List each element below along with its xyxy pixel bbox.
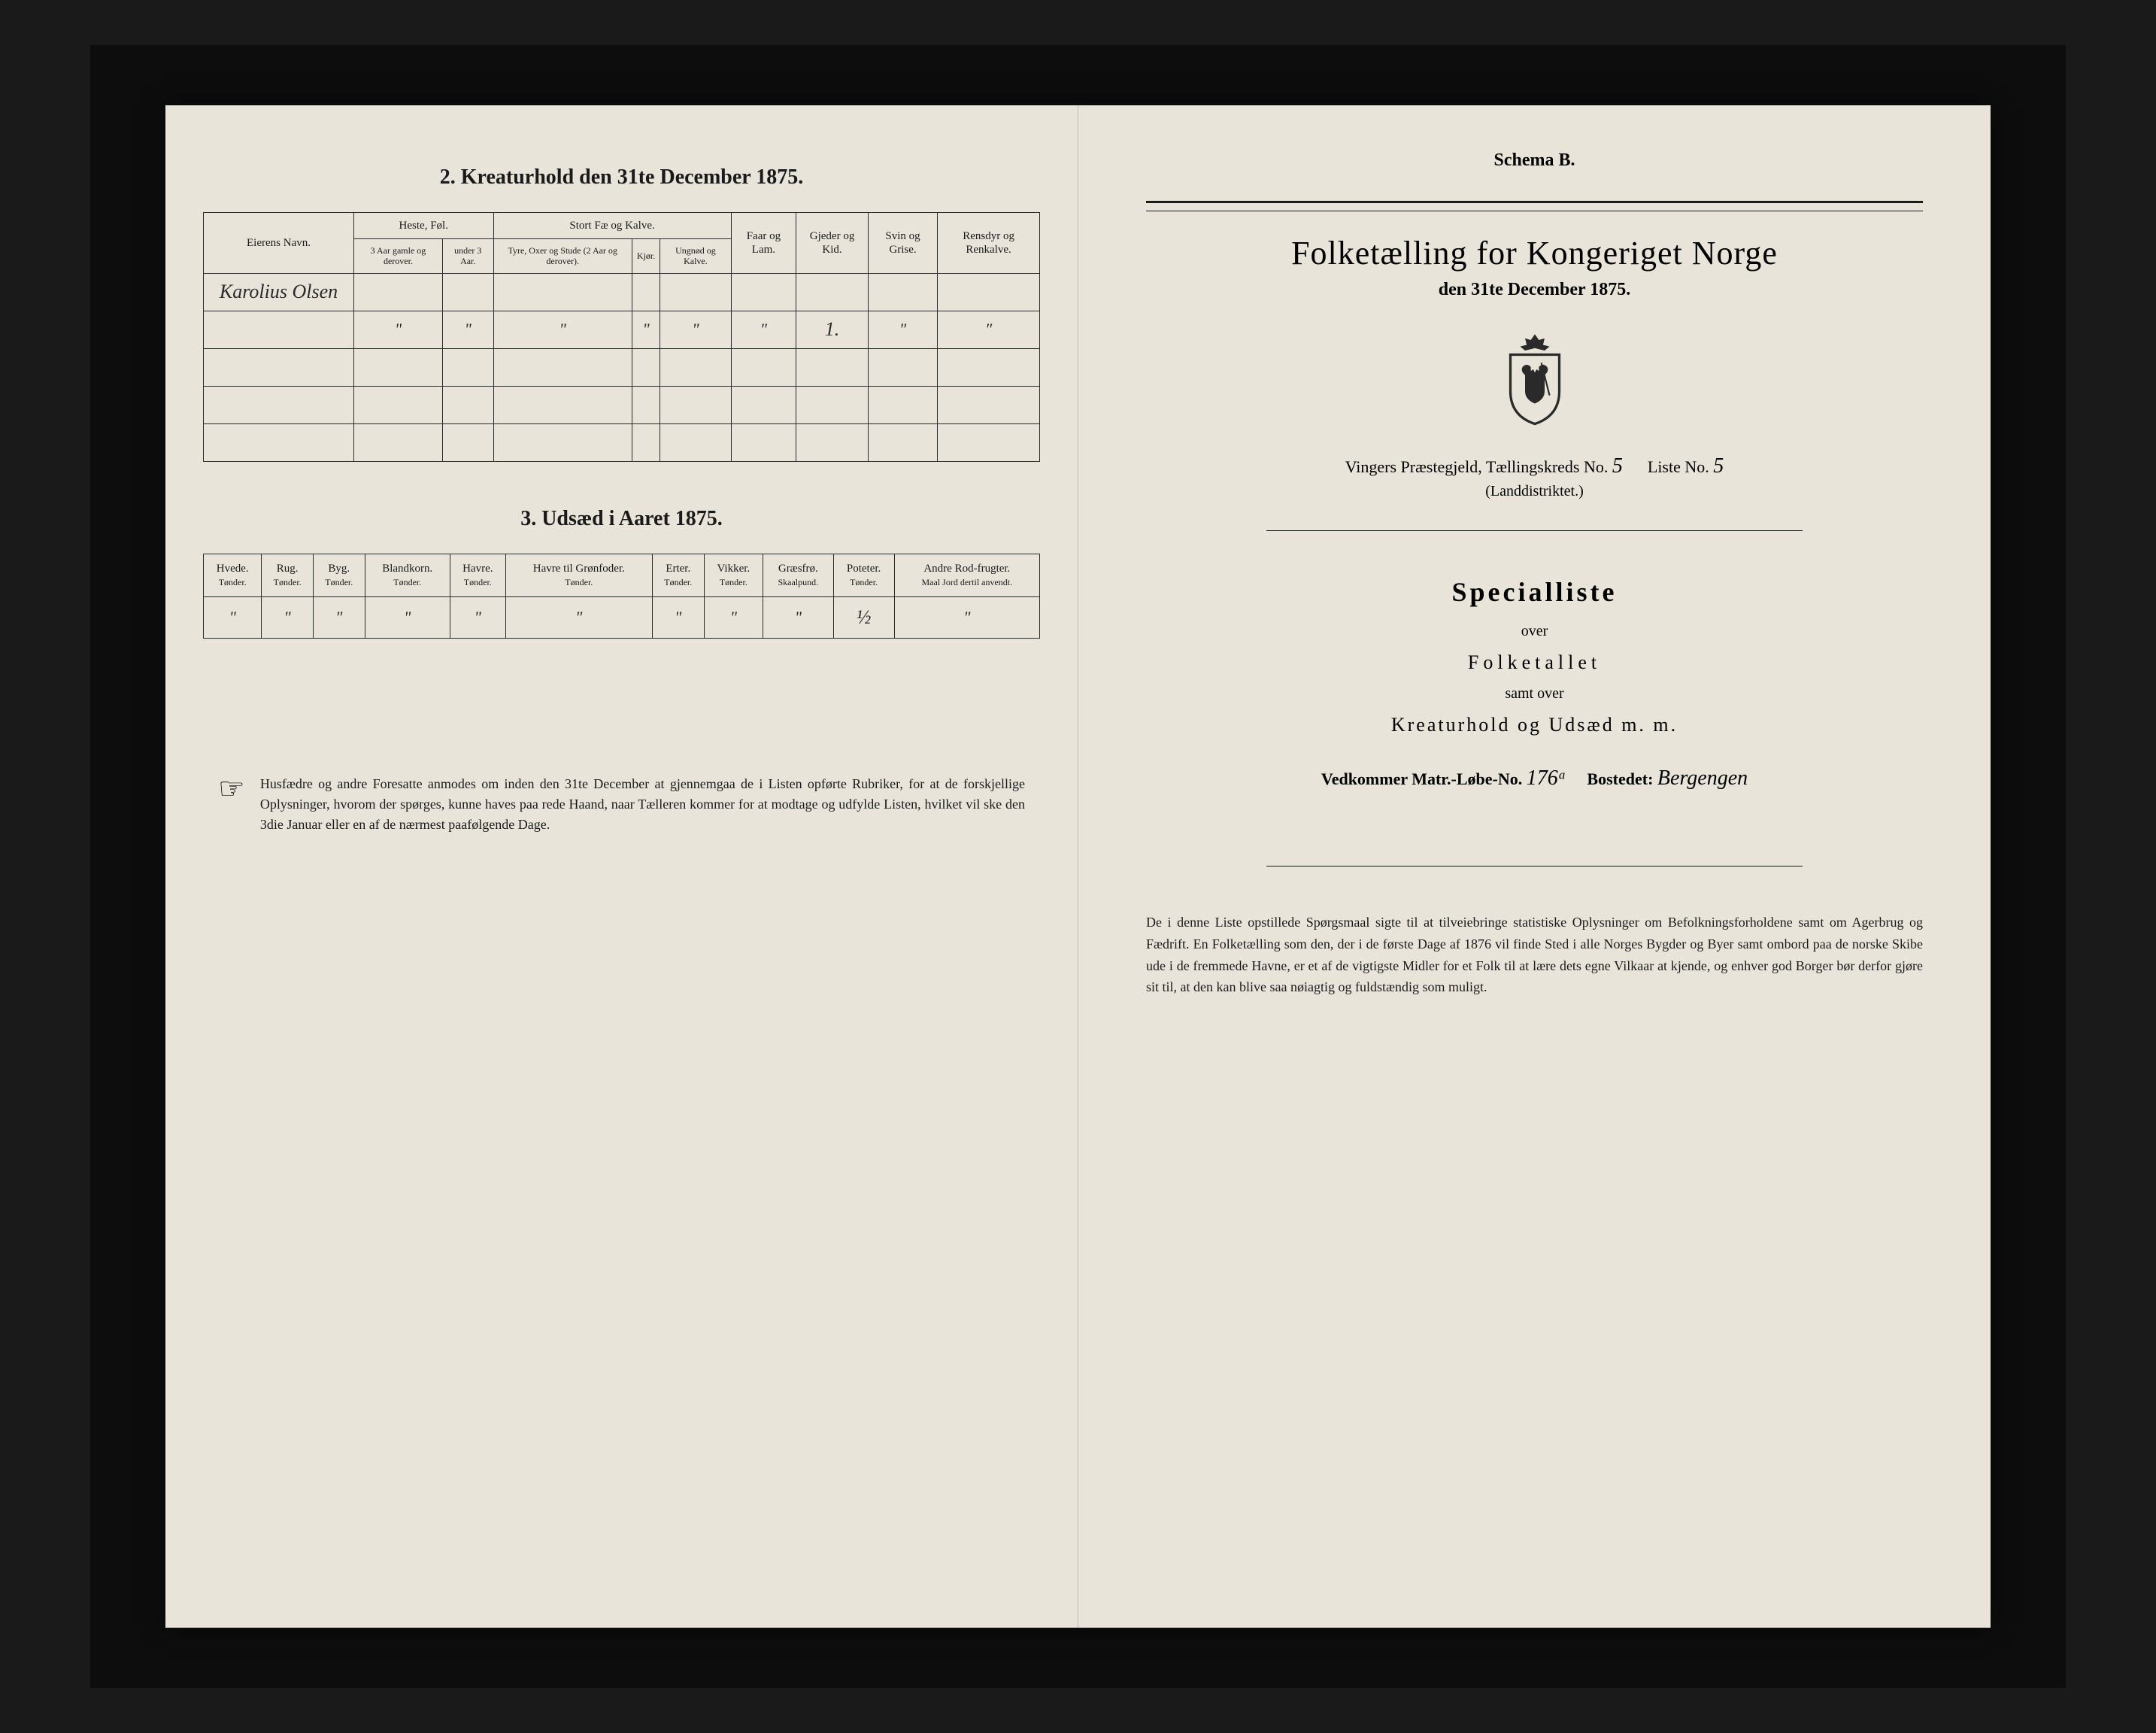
right-page: Schema B. Folketælling for Kongeriget No… [1078, 105, 1991, 1628]
col-erter: Erter.Tønder. [652, 554, 704, 596]
kreds-no: 5 [1612, 454, 1623, 478]
table-row [204, 423, 1040, 461]
col-havre-gron: Havre til Grønfoder.Tønder. [505, 554, 652, 596]
sub-date: den 31te December 1875. [1116, 280, 1953, 300]
coat-of-arms-icon [1116, 330, 1953, 432]
cell: " [632, 311, 660, 348]
sub-stort2: Kjør. [632, 239, 660, 274]
divider [1146, 201, 1923, 203]
divider [1266, 530, 1803, 531]
over-label: over [1116, 623, 1953, 640]
cell: " [505, 596, 652, 638]
bostedet: Bergengen [1657, 766, 1748, 790]
hand-point-icon: ☞ [218, 774, 245, 835]
cell: " [731, 311, 796, 348]
cell: " [365, 596, 450, 638]
sub-heste1: 3 Aar gamle og derover. [354, 239, 443, 274]
sub-heste2: under 3 Aar. [442, 239, 493, 274]
col-vikker: Vikker.Tønder. [704, 554, 763, 596]
schema-label: Schema B. [1116, 150, 1953, 171]
cell-gjeder: 1. [796, 311, 869, 348]
kreaturhold-table: Eierens Navn. Heste, Føl. Stort Fæ og Ka… [203, 212, 1040, 462]
cell: " [938, 311, 1040, 348]
liste-no: 5 [1713, 454, 1724, 478]
col-havre: Havre.Tønder. [450, 554, 505, 596]
right-footnote: De i denne Liste opstillede Spørgsmaal s… [1116, 912, 1953, 998]
section-2-title: 2. Kreaturhold den 31te December 1875. [203, 165, 1040, 190]
table-row: " " " " " " 1. " " [204, 311, 1040, 348]
grp-heste: Heste, Føl. [354, 213, 494, 239]
vedkommer-line: Vedkommer Matr.-Løbe-No. 176ᵃ Bostedet: … [1116, 766, 1953, 791]
cell-poteter: ½ [833, 596, 894, 638]
col-grasfro: Græsfrø.Skaalpund. [763, 554, 833, 596]
cell: " [652, 596, 704, 638]
vedkommer-label: Vedkommer Matr.-Løbe-No. [1321, 769, 1522, 788]
cell: " [704, 596, 763, 638]
folketal-label: Folketallet [1116, 651, 1953, 674]
col-hvede: Hvede.Tønder. [204, 554, 262, 596]
col-gjeder: Gjeder og Kid. [796, 213, 869, 274]
left-page: 2. Kreaturhold den 31te December 1875. E… [165, 105, 1078, 1628]
cell: " [262, 596, 314, 638]
cell: " [354, 311, 443, 348]
document-paper: 2. Kreaturhold den 31te December 1875. E… [165, 105, 1991, 1628]
section-3-title: 3. Udsæd i Aaret 1875. [203, 507, 1040, 531]
table-row [204, 348, 1040, 386]
left-footnote: ☞ Husfædre og andre Foresatte anmodes om… [203, 774, 1040, 835]
main-title: Folketælling for Kongeriget Norge [1116, 234, 1953, 272]
cell: " [894, 596, 1039, 638]
cell: " [313, 596, 365, 638]
col-rensdyr: Rensdyr og Renkalve. [938, 213, 1040, 274]
table-row: " " " " " " " " " ½ " [204, 596, 1040, 638]
sub-stort3: Ungnød og Kalve. [660, 239, 731, 274]
col-eierens: Eierens Navn. [204, 213, 354, 274]
liste-label: Liste No. [1648, 457, 1709, 476]
spec-title: Specialliste [1116, 576, 1953, 608]
owner-name: Karolius Olsen [204, 273, 354, 311]
col-svin: Svin og Grise. [868, 213, 937, 274]
cell: " [660, 311, 731, 348]
col-poteter: Poteter.Tønder. [833, 554, 894, 596]
district-line: Vingers Præstegjeld, Tællingskreds No. 5… [1116, 454, 1953, 478]
grp-stort: Stort Fæ og Kalve. [493, 213, 731, 239]
bostedet-label: Bostedet: [1587, 769, 1653, 788]
table-row: Karolius Olsen [204, 273, 1040, 311]
col-byg: Byg.Tønder. [313, 554, 365, 596]
matr-no: 176ᵃ [1527, 766, 1566, 790]
district-prefix: Vingers Præstegjeld, Tællingskreds No. [1345, 457, 1609, 476]
cell: " [493, 311, 632, 348]
footnote-text: Husfædre og andre Foresatte anmodes om i… [260, 774, 1025, 835]
sub-stort1: Tyre, Oxer og Stude (2 Aar og derover). [493, 239, 632, 274]
cell: " [763, 596, 833, 638]
cell: " [204, 596, 262, 638]
cell: " [868, 311, 937, 348]
col-faar: Faar og Lam. [731, 213, 796, 274]
udsaed-table: Hvede.Tønder. Rug.Tønder. Byg.Tønder. Bl… [203, 554, 1040, 639]
col-bland: Blandkorn.Tønder. [365, 554, 450, 596]
cell: " [450, 596, 505, 638]
kreatur-label: Kreaturhold og Udsæd m. m. [1116, 714, 1953, 736]
col-andre: Andre Rod-frugter.Maal Jord dertil anven… [894, 554, 1039, 596]
col-rug: Rug.Tønder. [262, 554, 314, 596]
scan-frame: 2. Kreaturhold den 31te December 1875. E… [90, 45, 2066, 1688]
samt-label: samt over [1116, 685, 1953, 703]
table-row [204, 386, 1040, 423]
district-sub: (Landdistriktet.) [1116, 483, 1953, 500]
cell: " [442, 311, 493, 348]
